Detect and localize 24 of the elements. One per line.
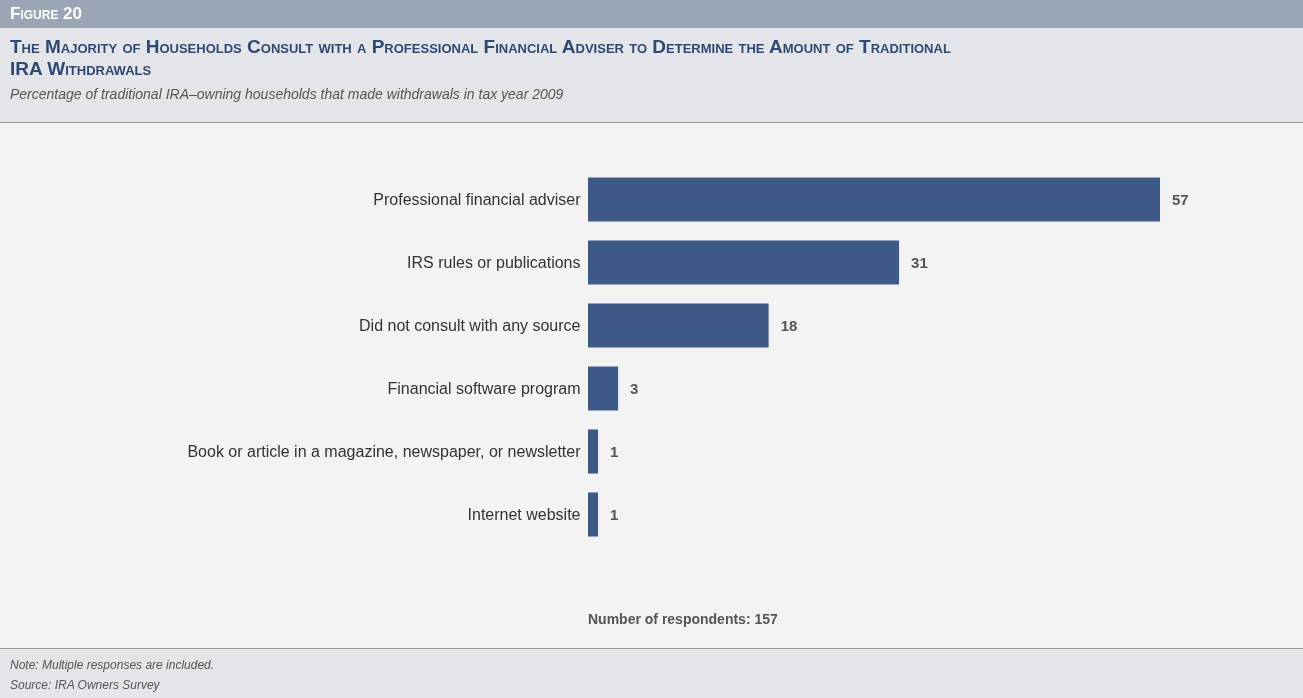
caption: Figure 20 bbox=[0, 0, 1303, 28]
bar bbox=[588, 366, 619, 411]
y-tick-label: Did not consult with any source bbox=[359, 316, 581, 334]
bar bbox=[588, 429, 599, 474]
y-tick-label: Professional financial adviser bbox=[373, 190, 582, 208]
text: Percentage of traditional IRA–owning households that made withdrawals in tax year 2009 bbox=[10, 86, 565, 102]
y-tick-label: IRS rules or publications bbox=[407, 253, 581, 271]
text: Note: Multiple responses are included. bbox=[10, 657, 216, 674]
bar bbox=[588, 240, 900, 285]
data-label: 3 bbox=[630, 379, 639, 397]
bar bbox=[588, 303, 769, 348]
data-label: 18 bbox=[780, 316, 798, 334]
y-tick-label: Internet website bbox=[467, 505, 581, 523]
text: Number of respondents: 157 bbox=[588, 611, 778, 627]
source-note: Source: IRA Owners Survey bbox=[10, 677, 161, 694]
data-label: 1 bbox=[610, 505, 619, 523]
data-label: 31 bbox=[911, 253, 928, 271]
data-label: 57 bbox=[1172, 190, 1189, 208]
y-tick-label: Financial software program bbox=[387, 379, 581, 397]
y-tick-label: Book or article in a magazine, newspaper, or newsletter bbox=[187, 442, 582, 460]
chart-title: The Majority of Households Consult with a Professional Financial Adviser to Determine the Amount of Traditional IRA Withdrawals bbox=[10, 36, 952, 80]
data-label: 1 bbox=[610, 442, 619, 460]
bar bbox=[588, 492, 599, 537]
bar bbox=[588, 177, 1160, 222]
